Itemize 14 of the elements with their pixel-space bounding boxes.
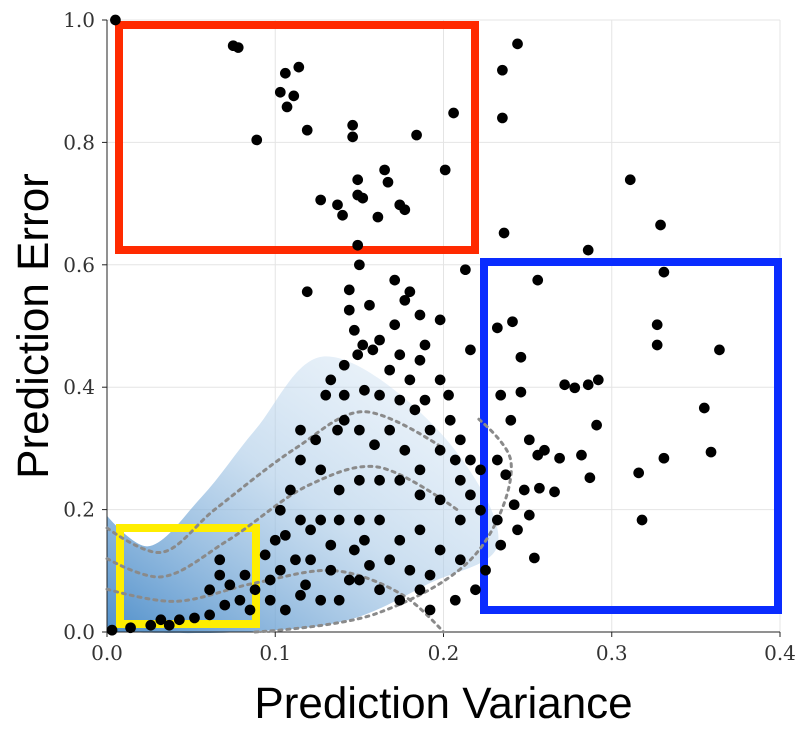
line-series (106, 464, 458, 578)
x-tick-label: 0.4 (764, 641, 796, 665)
x-axis-title: Prediction Variance (254, 679, 633, 728)
x-tick-label: 0.0 (91, 641, 123, 665)
y-tick-label: 0.0 (63, 620, 95, 644)
x-tick-label: 0.1 (259, 641, 292, 665)
y-axis-title: Prediction Error (9, 173, 58, 479)
y-tick-label: 0.6 (63, 252, 95, 277)
y-tick-label: 0.8 (63, 130, 95, 154)
x-tick-label: 0.2 (428, 641, 460, 665)
y-tick-label: 1.0 (63, 8, 95, 32)
x-tick-label: 0.3 (596, 641, 628, 665)
y-tick-label: 0.2 (63, 498, 95, 522)
y-tick-label: 0.4 (63, 375, 95, 400)
